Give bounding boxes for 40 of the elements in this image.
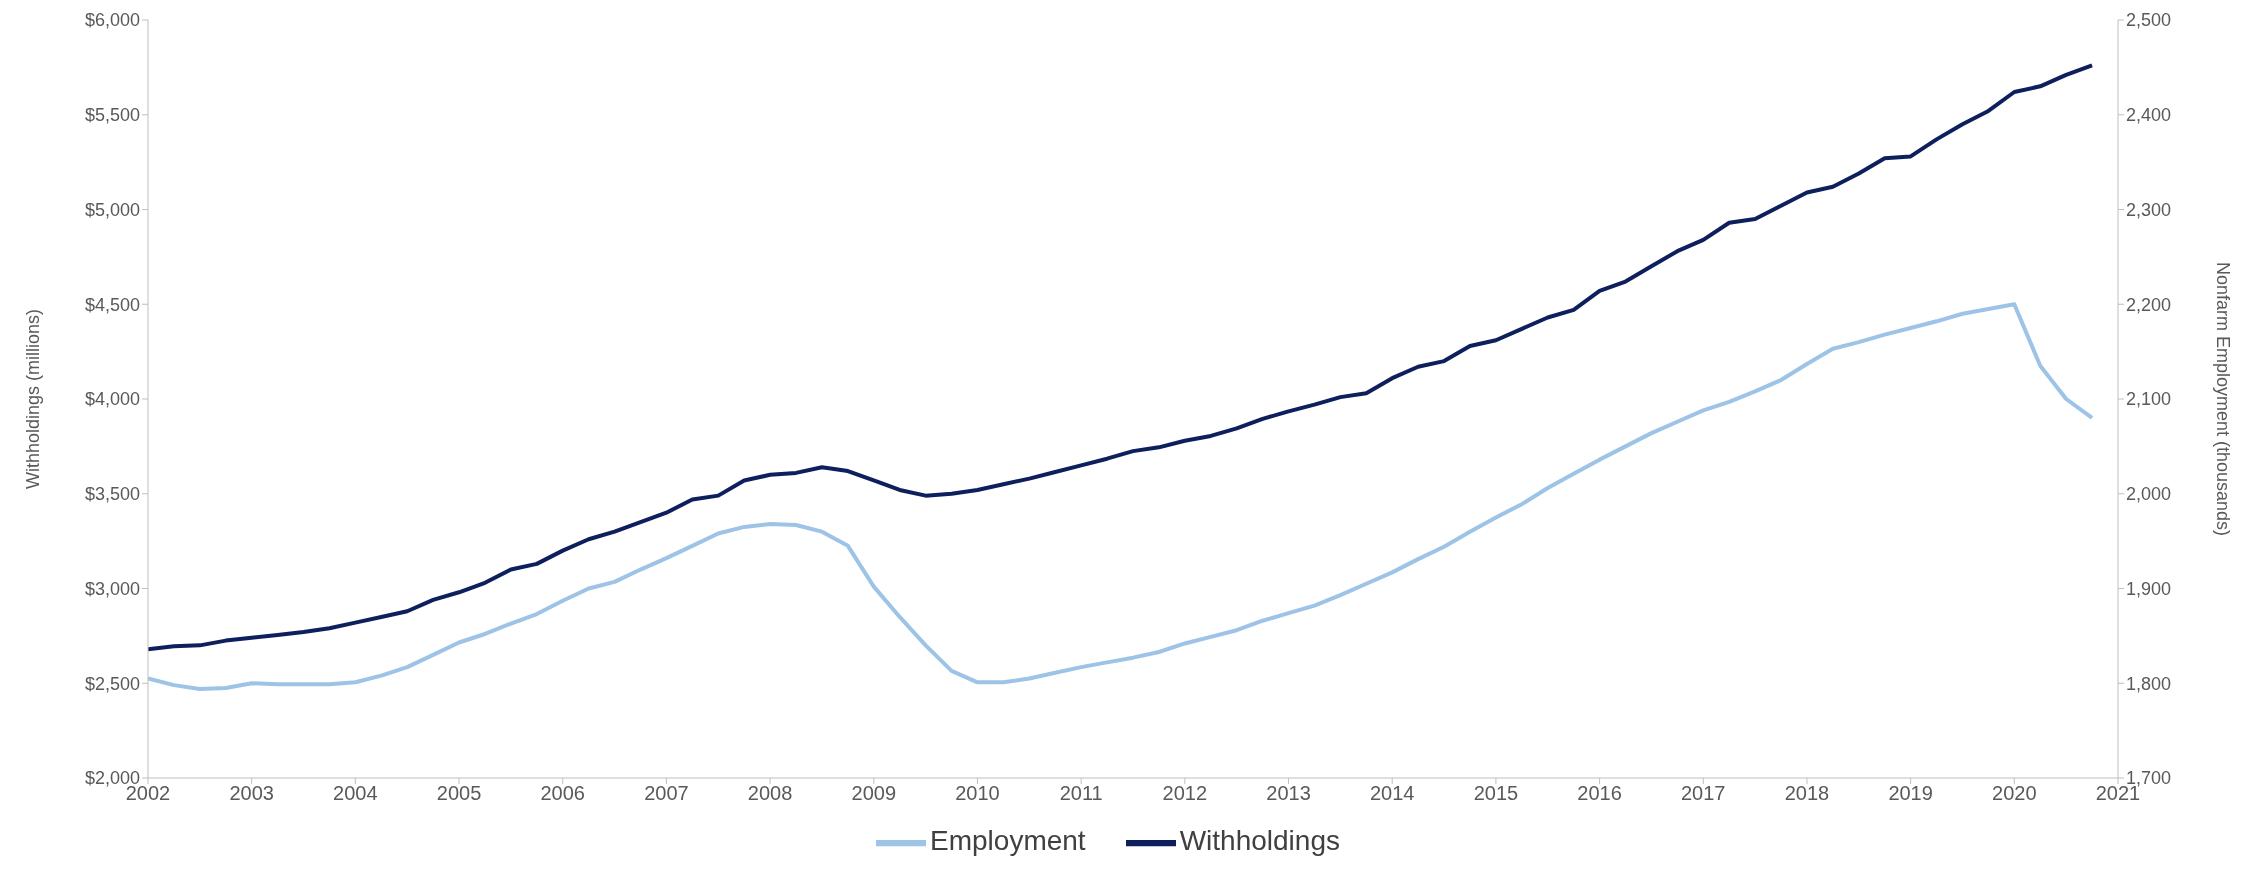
- legend-label: Employment: [930, 825, 1086, 857]
- y-tick-label: $4,500: [84, 294, 140, 315]
- y-tick-label: $2,500: [84, 673, 140, 694]
- x-tick-label: 2017: [1681, 782, 1726, 805]
- y2-tick-label: 2,300: [2126, 199, 2172, 220]
- y-tick-label: $5,500: [84, 105, 140, 126]
- y2-tick-label: 2,500: [2126, 10, 2172, 31]
- x-tick-label: 2016: [1577, 782, 1622, 805]
- y-tick-label: $4,000: [84, 389, 140, 410]
- y2-tick-label: 2,200: [2126, 294, 2172, 315]
- x-tick-label: 2009: [851, 782, 897, 805]
- y2-tick-label: 2,400: [2126, 105, 2172, 126]
- x-tick-label: 2003: [229, 782, 274, 805]
- x-tick-label: 2013: [1266, 782, 1311, 805]
- x-tick-label: 2011: [1059, 782, 1103, 805]
- x-tick-label: 2005: [436, 782, 482, 805]
- y2-axis-title: Nonfarm Employment (thousands): [2212, 261, 2233, 537]
- x-tick-label: 2014: [1369, 782, 1415, 805]
- x-tick-label: 2007: [644, 782, 689, 805]
- y2-tick-label: 1,900: [2126, 578, 2172, 599]
- x-tick-label: 2010: [955, 782, 1000, 805]
- x-tick-label: 2019: [1888, 782, 1933, 805]
- x-tick-label: 2006: [540, 782, 585, 805]
- y-tick-label: $6,000: [84, 10, 140, 31]
- y-tick-label: $5,000: [84, 199, 140, 220]
- x-tick-label: 2012: [1162, 782, 1208, 805]
- line-series: [148, 302, 2095, 691]
- x-tick-label: 2018: [1784, 782, 1830, 805]
- y2-tick-label: 1,800: [2126, 673, 2172, 694]
- x-tick-label: 2004: [333, 782, 378, 805]
- y-tick-label: $3,500: [84, 484, 140, 505]
- y-axis-title: Withholdings (millions): [23, 308, 44, 490]
- line-series: [148, 63, 2095, 652]
- y2-tick-label: 2,100: [2126, 389, 2172, 410]
- legend-label: Withholdings: [1179, 825, 1340, 857]
- x-tick-label: 2015: [1473, 782, 1519, 805]
- x-tick-label: 2020: [1992, 782, 2037, 805]
- y2-tick-label: 2,000: [2126, 484, 2172, 505]
- y-tick-label: $3,000: [84, 578, 140, 599]
- x-tick-label: 2008: [747, 782, 793, 805]
